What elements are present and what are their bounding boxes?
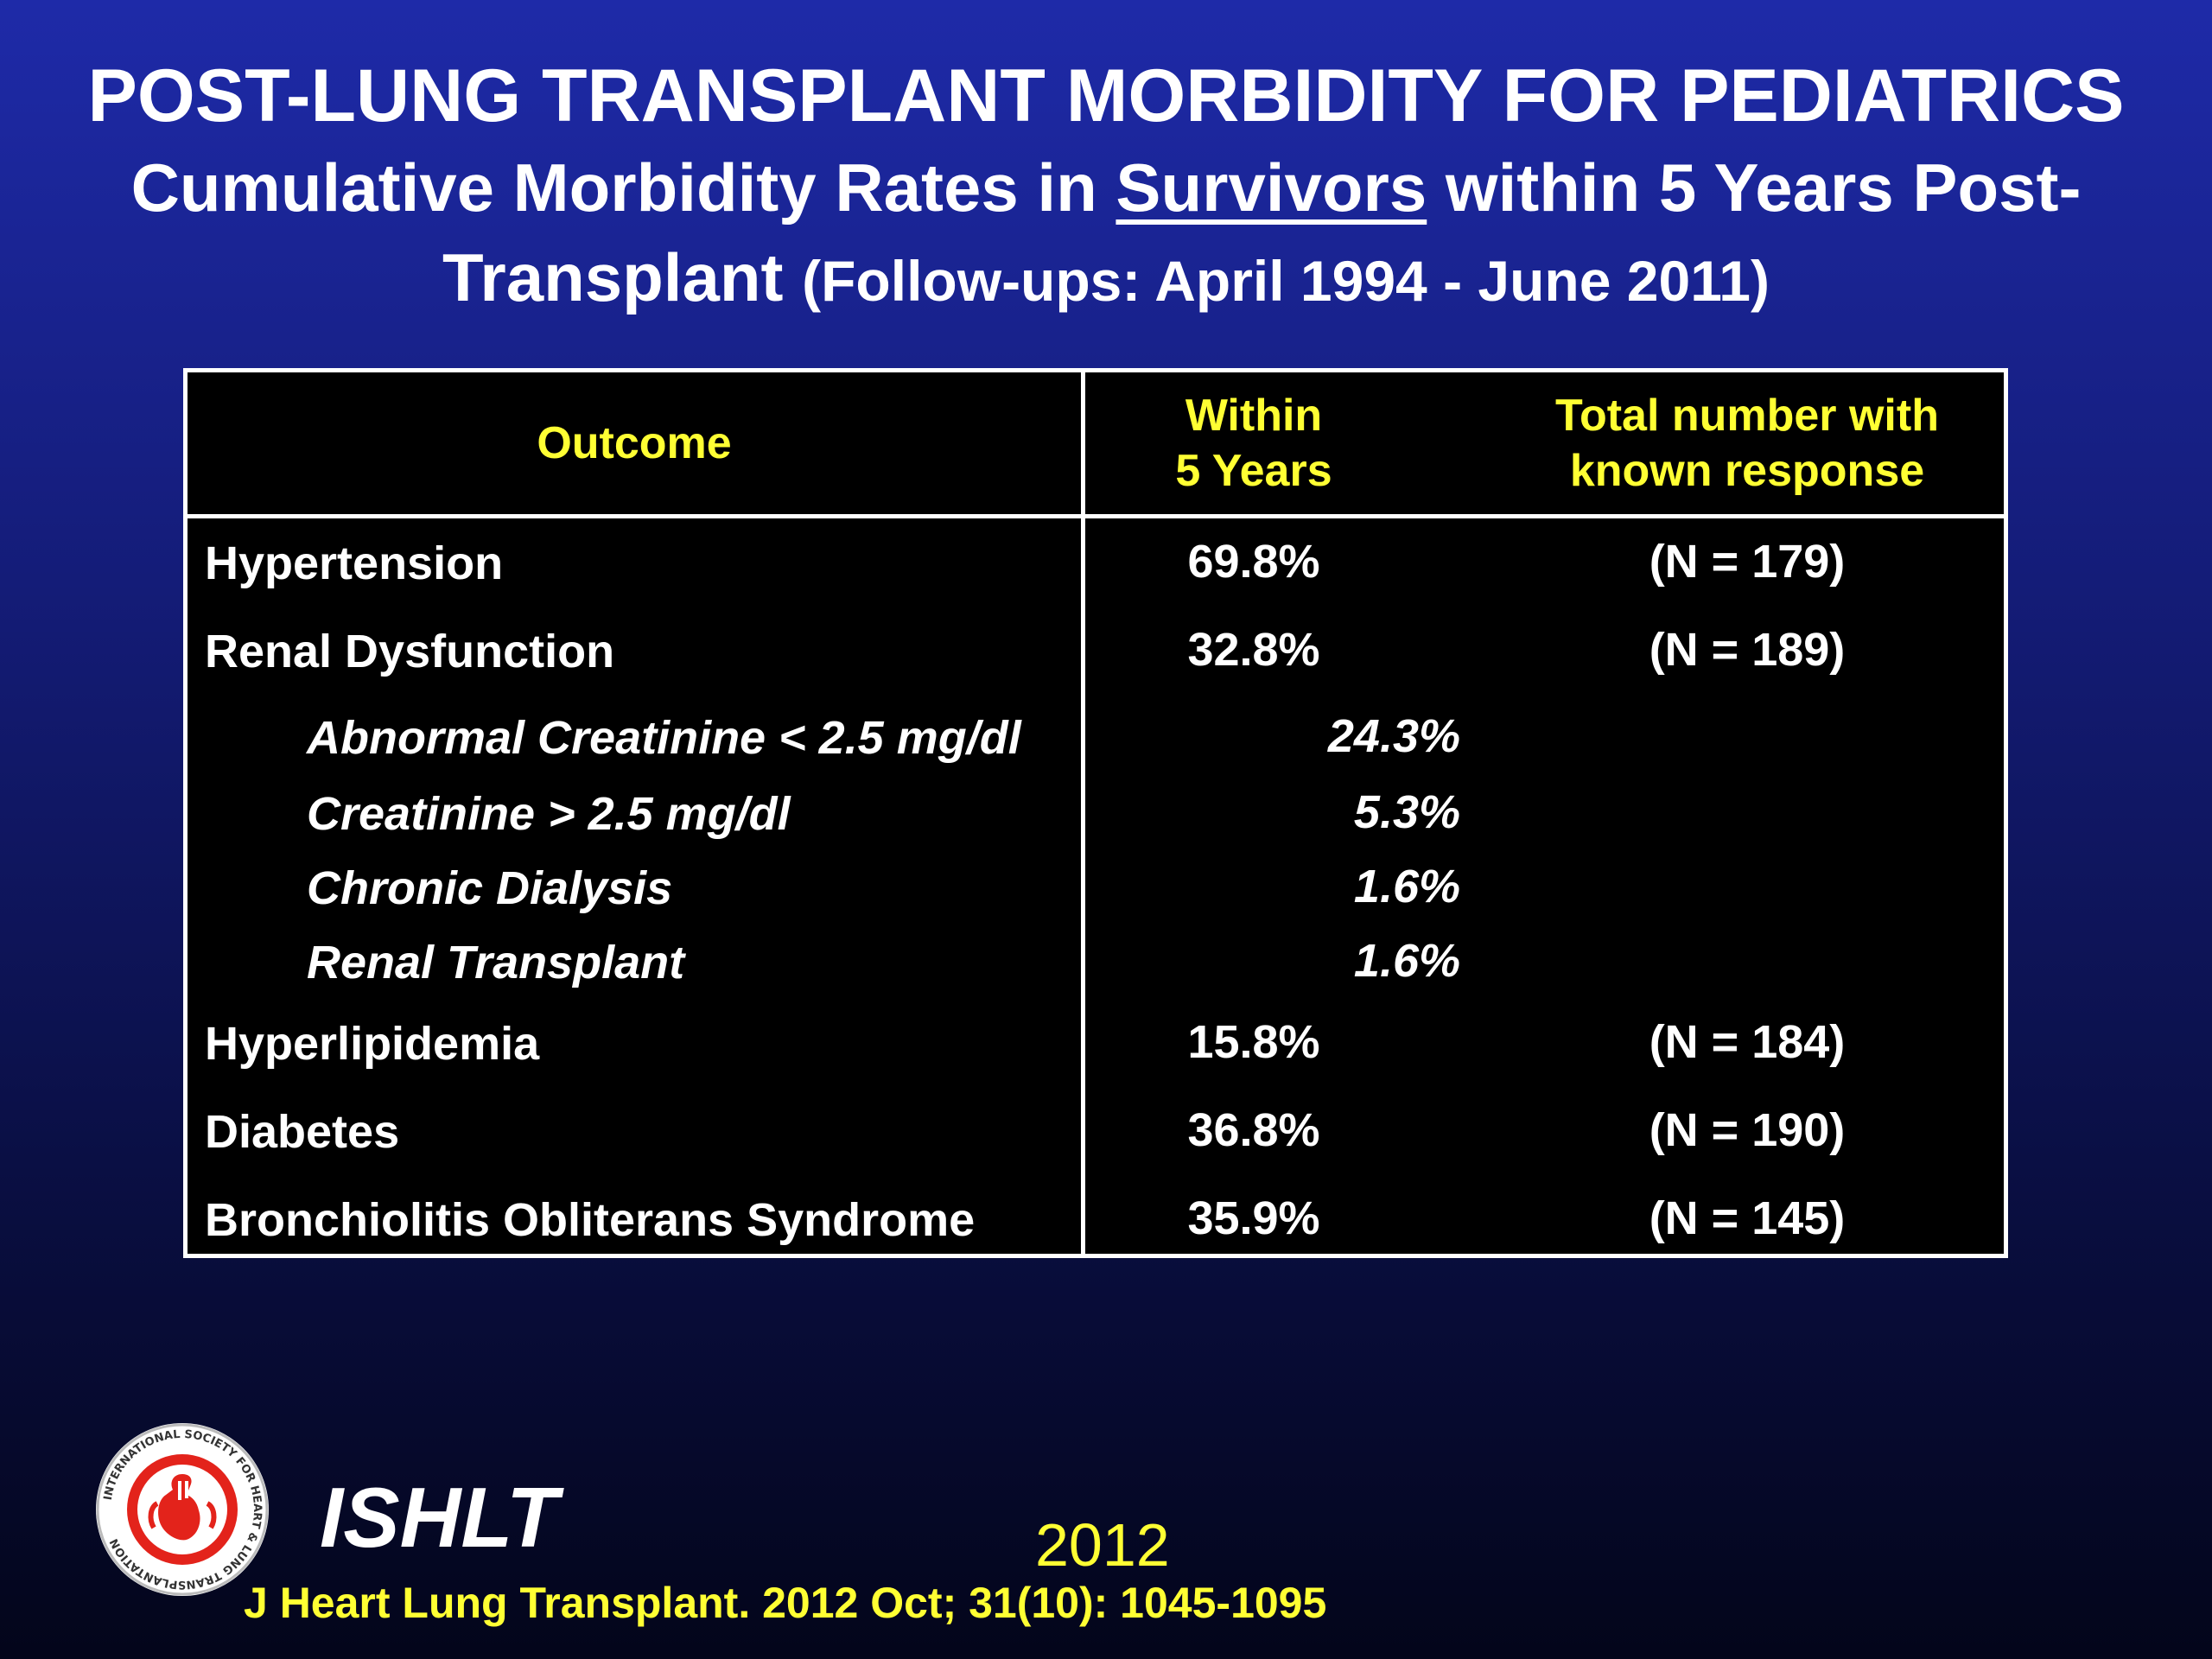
row-within-sub: 1.6% — [1353, 861, 1460, 912]
row-within: 15.8% — [1187, 1016, 1320, 1068]
subtitle-text-pre: Cumulative Morbidity Rates in — [130, 149, 1116, 226]
follow-up-range: (Follow-ups: April 1994 - June 2011) — [802, 249, 1770, 313]
slide-subtitle-line1: Cumulative Morbidity Rates in Survivors … — [0, 149, 2212, 227]
row-total: (N = 145) — [1649, 1192, 1846, 1244]
row-total: (N = 190) — [1649, 1104, 1846, 1156]
header-within-line1: Within — [1185, 391, 1323, 441]
row-outcome-sub: Creatinine > 2.5 mg/dl — [307, 788, 791, 840]
row-within: 32.8% — [1187, 624, 1320, 676]
row-outcome: Hyperlipidemia — [205, 1018, 540, 1070]
citation: J Heart Lung Transplant. 2012 Oct; 31(10… — [244, 1579, 1327, 1627]
row-within-sub: 24.3% — [1327, 710, 1460, 762]
subtitle-transplant: Transplant — [442, 239, 784, 315]
publication-year: 2012 — [1035, 1511, 1170, 1579]
row-within: 36.8% — [1187, 1104, 1320, 1156]
row-outcome-sub: Abnormal Creatinine < 2.5 mg/dl — [307, 712, 1021, 764]
morbidity-table: Outcome Within 5 Years Total number with… — [183, 368, 2008, 1258]
header-within-line2: 5 Years — [1175, 446, 1332, 496]
header-total-known-response: Total number with known response — [1535, 388, 1959, 499]
row-within-sub: 5.3% — [1353, 786, 1460, 838]
row-within: 69.8% — [1187, 536, 1320, 588]
header-divider — [188, 514, 2004, 518]
row-outcome-sub: Renal Transplant — [307, 937, 685, 988]
row-total: (N = 179) — [1649, 536, 1846, 588]
row-total: (N = 184) — [1649, 1016, 1846, 1068]
header-total-line1: Total number with — [1555, 391, 1939, 441]
row-within-sub: 1.6% — [1353, 935, 1460, 987]
row-outcome: Bronchiolitis Obliterans Syndrome — [205, 1194, 976, 1246]
header-total-line2: known response — [1569, 446, 1925, 496]
row-outcome-sub: Chronic Dialysis — [307, 862, 673, 914]
subtitle-text-post: within 5 Years Post- — [1427, 149, 2082, 226]
subtitle-survivors: Survivors — [1116, 149, 1427, 226]
ishlt-logo-icon: INTERNATIONAL SOCIETY FOR HEART & LUNG T… — [96, 1423, 269, 1596]
header-within-5-years: Within 5 Years — [1085, 388, 1422, 499]
row-outcome: Diabetes — [205, 1106, 400, 1158]
row-outcome: Hypertension — [205, 537, 504, 589]
slide-title: POST-LUNG TRANSPLANT MORBIDITY FOR PEDIA… — [87, 54, 2125, 137]
row-within: 35.9% — [1187, 1192, 1320, 1244]
header-outcome: Outcome — [537, 418, 732, 468]
row-outcome: Renal Dysfunction — [205, 626, 615, 677]
slide-subtitle-line2: Transplant (Follow-ups: April 1994 - Jun… — [0, 238, 2212, 317]
org-name: ISHLT — [320, 1470, 558, 1565]
row-total: (N = 189) — [1649, 624, 1846, 676]
column-divider — [1081, 372, 1085, 1254]
